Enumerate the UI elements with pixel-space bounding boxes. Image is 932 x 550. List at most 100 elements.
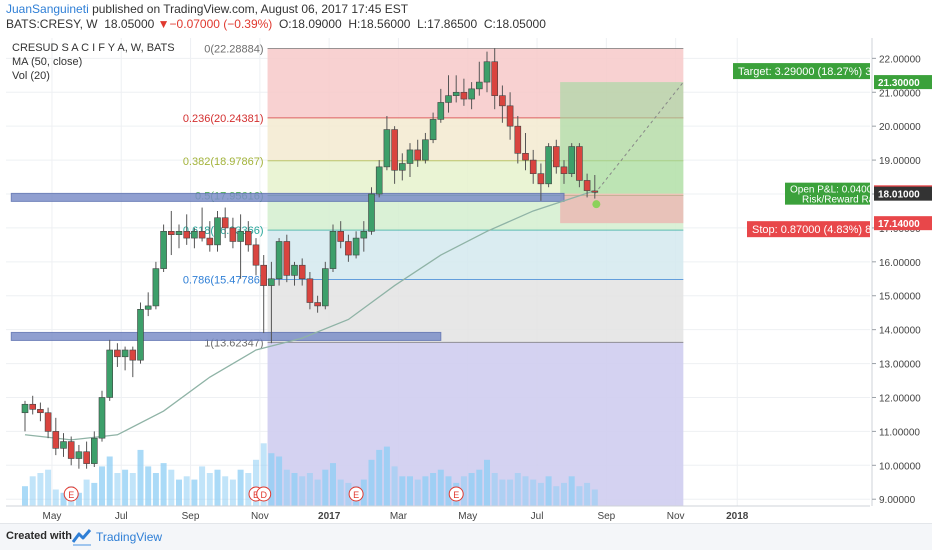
candle-body[interactable]: [52, 431, 60, 449]
price-axis-label: 15.00000: [879, 292, 921, 303]
candle-body[interactable]: [306, 278, 314, 303]
candle-body[interactable]: [114, 349, 121, 358]
candle-body[interactable]: [414, 149, 422, 161]
candle-body[interactable]: [422, 139, 429, 161]
candle-body[interactable]: [506, 105, 514, 127]
candle-body[interactable]: [67, 441, 75, 459]
candle-body[interactable]: [445, 95, 452, 103]
candle-body[interactable]: [191, 231, 198, 239]
volume-bar: [276, 456, 283, 506]
candle-body[interactable]: [44, 412, 52, 432]
candle-body[interactable]: [275, 241, 283, 280]
candle-body[interactable]: [183, 231, 190, 239]
candle-body[interactable]: [398, 163, 406, 171]
candle-body[interactable]: [214, 217, 221, 246]
candle-body[interactable]: [321, 268, 329, 307]
candle-body[interactable]: [491, 61, 499, 96]
legend-ma[interactable]: MA (50, close): [12, 56, 83, 68]
candle-body[interactable]: [121, 349, 129, 358]
candle-body[interactable]: [168, 231, 175, 235]
volume-bar: [322, 469, 329, 506]
candle-body[interactable]: [245, 231, 252, 246]
candle-body[interactable]: [568, 146, 576, 174]
candle-body[interactable]: [268, 278, 275, 286]
volume-bar: [60, 492, 67, 506]
earnings-marker[interactable]: [448, 486, 464, 502]
candle-body[interactable]: [329, 231, 337, 269]
candle-body[interactable]: [291, 264, 298, 276]
candle-body[interactable]: [206, 237, 214, 246]
volume-bar: [145, 466, 152, 506]
candle-body[interactable]: [37, 409, 44, 414]
candle-body[interactable]: [375, 166, 383, 195]
candle-body[interactable]: [368, 193, 375, 232]
candle-body[interactable]: [283, 241, 291, 276]
volume-bar: [37, 473, 44, 506]
candle-body[interactable]: [29, 403, 37, 410]
candle-body[interactable]: [576, 146, 583, 181]
candle-body[interactable]: [75, 451, 83, 459]
time-axis-label: Sep: [182, 511, 200, 522]
candle-body[interactable]: [98, 397, 106, 439]
candle-body[interactable]: [583, 180, 591, 191]
candle-body[interactable]: [260, 264, 268, 286]
candle-body[interactable]: [537, 173, 545, 185]
candle-body[interactable]: [475, 81, 483, 90]
candle-body[interactable]: [144, 305, 152, 310]
candle-body[interactable]: [137, 309, 144, 361]
candle-body[interactable]: [406, 149, 414, 164]
candle-body[interactable]: [560, 166, 568, 174]
earnings-marker[interactable]: [63, 486, 79, 502]
candle-body[interactable]: [514, 125, 522, 154]
chart-plot[interactable]: 0(22.28884) 0.236(20.24381) 0.382(18.97867…: [0, 34, 932, 523]
candle-body[interactable]: [298, 264, 306, 280]
candle-body[interactable]: [499, 95, 506, 107]
candle-body[interactable]: [383, 129, 391, 168]
candle-body[interactable]: [221, 217, 229, 229]
author-link[interactable]: JuanSanguineti: [6, 2, 89, 16]
candle-body[interactable]: [237, 231, 244, 242]
candle-body[interactable]: [129, 349, 137, 361]
candle-body[interactable]: [391, 129, 398, 171]
candle-body[interactable]: [314, 302, 321, 307]
close-value: C:18.05000: [483, 17, 546, 31]
candle-body[interactable]: [460, 91, 468, 100]
candle-body[interactable]: [483, 61, 491, 83]
symbol-label: BATS:CRESY, W: [6, 17, 98, 31]
candle-body[interactable]: [529, 159, 537, 174]
candle-body[interactable]: [106, 349, 113, 398]
earnings-marker[interactable]: [348, 486, 364, 502]
candle-body[interactable]: [452, 91, 460, 96]
created-with-label: Created with: [6, 530, 73, 542]
candle-body[interactable]: [360, 231, 368, 239]
support-resistance-zone[interactable]: [10, 331, 442, 341]
candle-body[interactable]: [91, 437, 98, 464]
earnings-marker[interactable]: [256, 486, 272, 502]
candle-body[interactable]: [591, 190, 599, 193]
candle-body[interactable]: [152, 268, 160, 307]
candle-body[interactable]: [545, 146, 552, 185]
candle-body[interactable]: [468, 88, 475, 100]
stop-label-box: [747, 221, 870, 238]
volume-bar: [530, 479, 537, 506]
candle-body[interactable]: [429, 119, 437, 141]
tradingview-brand[interactable]: TradingView: [96, 530, 163, 544]
candle-body[interactable]: [437, 102, 445, 120]
candle-body[interactable]: [229, 227, 237, 242]
candle-body[interactable]: [60, 441, 67, 449]
candle-body[interactable]: [552, 146, 560, 168]
candle-body[interactable]: [160, 231, 167, 269]
candle-body[interactable]: [83, 451, 90, 464]
candle-body[interactable]: [345, 241, 352, 256]
candle-body[interactable]: [21, 403, 29, 414]
candle-body[interactable]: [252, 244, 260, 266]
legend-vol[interactable]: Vol (20): [12, 70, 50, 82]
candle-body[interactable]: [198, 231, 206, 239]
candle-body[interactable]: [337, 231, 345, 242]
volume-bar: [460, 476, 467, 506]
candle-body[interactable]: [175, 231, 183, 235]
time-axis-label: Jul: [115, 511, 128, 522]
support-resistance-zone[interactable]: [10, 192, 565, 202]
candle-body[interactable]: [352, 237, 360, 256]
candle-body[interactable]: [522, 153, 529, 161]
